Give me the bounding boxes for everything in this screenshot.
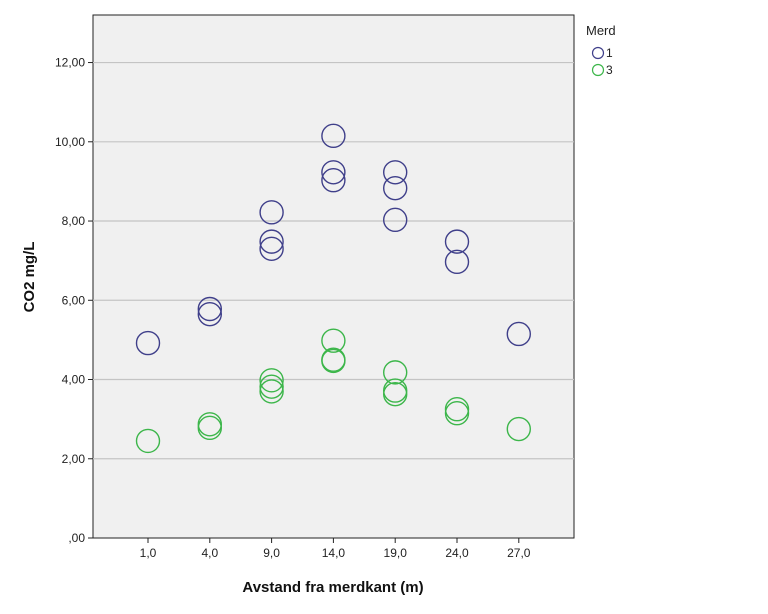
data-points <box>135 123 531 454</box>
plot-area <box>92 14 575 539</box>
data-point-series-3 <box>383 360 408 385</box>
data-point-series-1 <box>444 249 470 275</box>
y-tick-label: 4,00 <box>62 373 86 387</box>
legend-title: Merd <box>586 23 616 38</box>
data-point-series-1 <box>135 330 161 356</box>
legend-marker-3 <box>591 63 605 77</box>
gridlines <box>93 61 574 460</box>
x-tick-label: 24,0 <box>445 546 469 560</box>
data-point-series-1 <box>321 160 346 185</box>
data-point-series-3 <box>197 415 223 441</box>
data-point-series-3 <box>259 379 284 404</box>
data-point-series-3 <box>444 400 470 426</box>
legend-label-3: 3 <box>606 63 613 77</box>
data-point-series-3 <box>383 381 408 407</box>
data-point-series-3 <box>259 374 284 399</box>
data-point-series-3 <box>321 328 346 353</box>
data-point-series-1 <box>321 168 346 193</box>
x-tick-label: 27,0 <box>507 546 531 560</box>
data-point-series-3 <box>506 416 531 442</box>
data-point-series-1 <box>444 229 470 254</box>
legend: Merd 1 3 <box>586 23 616 77</box>
y-axis-title: CO2 mg/L <box>21 242 38 313</box>
data-point-series-1 <box>259 200 284 225</box>
x-tick-label: 1,0 <box>140 546 157 560</box>
data-point-series-1 <box>259 229 284 254</box>
x-tick-label: 9,0 <box>263 546 280 560</box>
data-point-series-1 <box>506 321 531 347</box>
legend-marker-1 <box>591 46 605 60</box>
data-point-series-3 <box>321 348 346 374</box>
y-tick-label: 8,00 <box>62 214 86 228</box>
data-point-series-1 <box>383 160 408 185</box>
y-tick-label: 12,00 <box>55 56 85 70</box>
data-point-series-1 <box>383 207 408 233</box>
x-axis-ticks: 1,0 4,0 9,0 14,0 19,0 24,0 27,0 <box>140 538 531 560</box>
x-tick-label: 14,0 <box>322 546 346 560</box>
y-tick-label: 6,00 <box>62 293 86 307</box>
data-point-series-1 <box>321 123 346 149</box>
data-point-series-3 <box>135 428 161 454</box>
data-point-series-1 <box>383 175 408 201</box>
y-tick-label: ,00 <box>68 531 85 545</box>
data-point-series-1 <box>197 301 223 327</box>
data-point-series-1 <box>259 236 284 261</box>
x-tick-label: 19,0 <box>384 546 408 560</box>
y-tick-label: 2,00 <box>62 452 86 466</box>
legend-label-1: 1 <box>606 46 613 60</box>
x-tick-label: 4,0 <box>201 546 218 560</box>
data-point-series-3 <box>259 368 284 393</box>
x-axis-title: Avstand fra merdkant (m) <box>242 579 423 596</box>
y-axis-ticks: ,00 2,00 4,00 6,00 8,00 10,00 12,00 <box>55 56 93 545</box>
data-point-series-1 <box>197 296 223 322</box>
y-tick-label: 10,00 <box>55 135 85 149</box>
